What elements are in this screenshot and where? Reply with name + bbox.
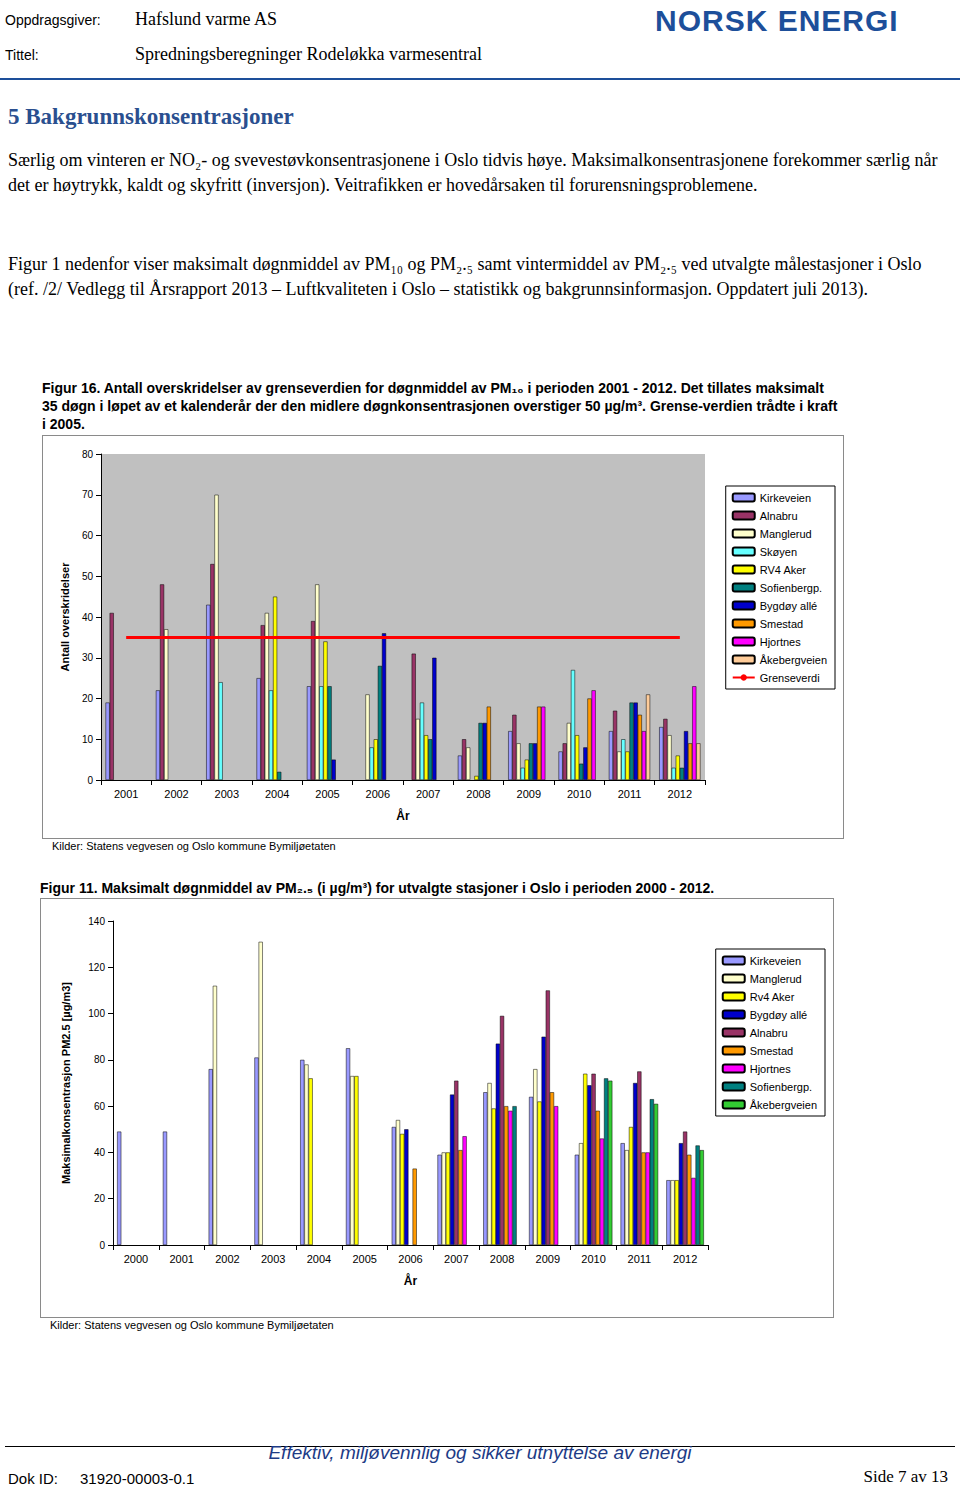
html-text:Figur 11. Maksimalt døgnmiddel: Figur 11. Maksimalt døgnmiddel av PM₂.₅ … bbox=[40, 880, 715, 896]
svg-text:2009: 2009 bbox=[536, 1253, 560, 1265]
svg-text:100: 100 bbox=[88, 1008, 105, 1019]
svg-text:Antall overskridelser: Antall overskridelser bbox=[59, 562, 71, 672]
svg-text:2012: 2012 bbox=[668, 788, 692, 800]
html-text:Figur 16. Antall overskridelse: Figur 16. Antall overskridelser av grens… bbox=[42, 380, 838, 432]
html-text:Figur 1 nedenfor viser maksima: Figur 1 nedenfor viser maksimalt døgnmid… bbox=[8, 254, 922, 299]
svg-text:70: 70 bbox=[82, 489, 94, 500]
svg-text:2008: 2008 bbox=[490, 1253, 514, 1265]
svg-text:Sofienbergp.: Sofienbergp. bbox=[760, 582, 822, 594]
svg-text:2001: 2001 bbox=[169, 1253, 193, 1265]
svg-text:Hjortnes: Hjortnes bbox=[760, 636, 801, 648]
html-text:5 Bakgrunnskonsentrasjoner: 5 Bakgrunnskonsentrasjoner bbox=[8, 104, 294, 129]
svg-text:Hjortnes: Hjortnes bbox=[750, 1063, 791, 1075]
svg-text:Åkebergveien: Åkebergveien bbox=[750, 1099, 817, 1111]
svg-text:2011: 2011 bbox=[628, 1253, 652, 1265]
svg-text:2008: 2008 bbox=[466, 788, 490, 800]
svg-text:30: 30 bbox=[82, 652, 94, 663]
svg-text:2006: 2006 bbox=[398, 1253, 422, 1265]
svg-text:2002: 2002 bbox=[164, 788, 188, 800]
svg-text:2001: 2001 bbox=[114, 788, 138, 800]
svg-text:Rv4 Aker: Rv4 Aker bbox=[750, 991, 795, 1003]
svg-text:Kirkeveien: Kirkeveien bbox=[750, 955, 801, 967]
svg-text:2000: 2000 bbox=[124, 1253, 148, 1265]
svg-text:2006: 2006 bbox=[366, 788, 390, 800]
html-text:Dok ID:: Dok ID: bbox=[8, 1470, 58, 1486]
svg-text:0: 0 bbox=[87, 775, 93, 786]
svg-text:80: 80 bbox=[82, 449, 94, 460]
svg-text:60: 60 bbox=[82, 530, 94, 541]
svg-text:Manglerud: Manglerud bbox=[750, 973, 802, 985]
svg-text:2012: 2012 bbox=[673, 1253, 697, 1265]
svg-text:20: 20 bbox=[82, 693, 94, 704]
svg-text:2004: 2004 bbox=[307, 1253, 331, 1265]
svg-text:2007: 2007 bbox=[444, 1253, 468, 1265]
svg-text:2009: 2009 bbox=[517, 788, 541, 800]
svg-text:2011: 2011 bbox=[618, 788, 642, 800]
svg-text:2003: 2003 bbox=[215, 788, 239, 800]
svg-text:2004: 2004 bbox=[265, 788, 289, 800]
svg-text:80: 80 bbox=[94, 1054, 106, 1065]
svg-text:2007: 2007 bbox=[416, 788, 440, 800]
svg-text:Sofienbergp.: Sofienbergp. bbox=[750, 1081, 812, 1093]
svg-text:Alnabru: Alnabru bbox=[750, 1027, 788, 1039]
svg-text:Smestad: Smestad bbox=[750, 1045, 793, 1057]
svg-text:2002: 2002 bbox=[215, 1253, 239, 1265]
svg-text:Åkebergveien: Åkebergveien bbox=[760, 654, 827, 666]
svg-text:Smestad: Smestad bbox=[760, 618, 803, 630]
svg-text:År: År bbox=[404, 1273, 418, 1288]
html-text:Side 7 av 13: Side 7 av 13 bbox=[863, 1467, 948, 1486]
svg-text:Alnabru: Alnabru bbox=[760, 510, 798, 522]
svg-text:40: 40 bbox=[82, 612, 94, 623]
svg-text:0: 0 bbox=[99, 1240, 105, 1251]
svg-text:140: 140 bbox=[88, 916, 105, 927]
svg-text:20: 20 bbox=[94, 1193, 106, 1204]
svg-text:2005: 2005 bbox=[352, 1253, 376, 1265]
svg-text:60: 60 bbox=[94, 1101, 106, 1112]
svg-text:Bygdøy allé: Bygdøy allé bbox=[750, 1009, 807, 1021]
svg-text:50: 50 bbox=[82, 571, 94, 582]
svg-text:RV4 Aker: RV4 Aker bbox=[760, 564, 807, 576]
svg-text:2010: 2010 bbox=[581, 1253, 605, 1265]
html-text:Hafslund varme AS: Hafslund varme AS bbox=[135, 9, 277, 29]
html-text:Kilder: Statens vegvesen og Os: Kilder: Statens vegvesen og Oslo kommune… bbox=[52, 840, 336, 852]
svg-text:Manglerud: Manglerud bbox=[760, 528, 812, 540]
html-text:31920-00003-0.1: 31920-00003-0.1 bbox=[80, 1470, 195, 1486]
svg-text:Grenseverdi: Grenseverdi bbox=[760, 672, 820, 684]
svg-text:Bygdøy allé: Bygdøy allé bbox=[760, 600, 817, 612]
html-text:Tittel:: Tittel: bbox=[5, 47, 39, 63]
html-text:Spredningsberegninger Rodeløkk: Spredningsberegninger Rodeløkka varmesen… bbox=[135, 44, 482, 64]
svg-text:2005: 2005 bbox=[315, 788, 339, 800]
svg-text:2003: 2003 bbox=[261, 1253, 285, 1265]
html-text:Effektiv, miljøvennlig og sikk: Effektiv, miljøvennlig og sikker utnytte… bbox=[268, 1442, 692, 1463]
svg-text:120: 120 bbox=[88, 962, 105, 973]
svg-text:Skøyen: Skøyen bbox=[760, 546, 797, 558]
svg-text:40: 40 bbox=[94, 1147, 106, 1158]
html-text:NORSK ENERGI: NORSK ENERGI bbox=[655, 4, 899, 37]
svg-text:2010: 2010 bbox=[567, 788, 591, 800]
svg-text:År: År bbox=[396, 808, 410, 823]
html-text:Særlig om vinteren er NO₂- og: Særlig om vinteren er NO₂- og svevestøvk… bbox=[8, 150, 938, 195]
html-text:Kilder: Statens vegvesen og Os: Kilder: Statens vegvesen og Oslo kommune… bbox=[50, 1319, 334, 1331]
svg-text:10: 10 bbox=[82, 734, 94, 745]
svg-text:Maksimalkonsentrasjon PM2.5 [µ: Maksimalkonsentrasjon PM2.5 [µg/m3] bbox=[60, 982, 72, 1184]
svg-text:Kirkeveien: Kirkeveien bbox=[760, 492, 811, 504]
html-text:Oppdragsgiver:: Oppdragsgiver: bbox=[5, 12, 101, 28]
